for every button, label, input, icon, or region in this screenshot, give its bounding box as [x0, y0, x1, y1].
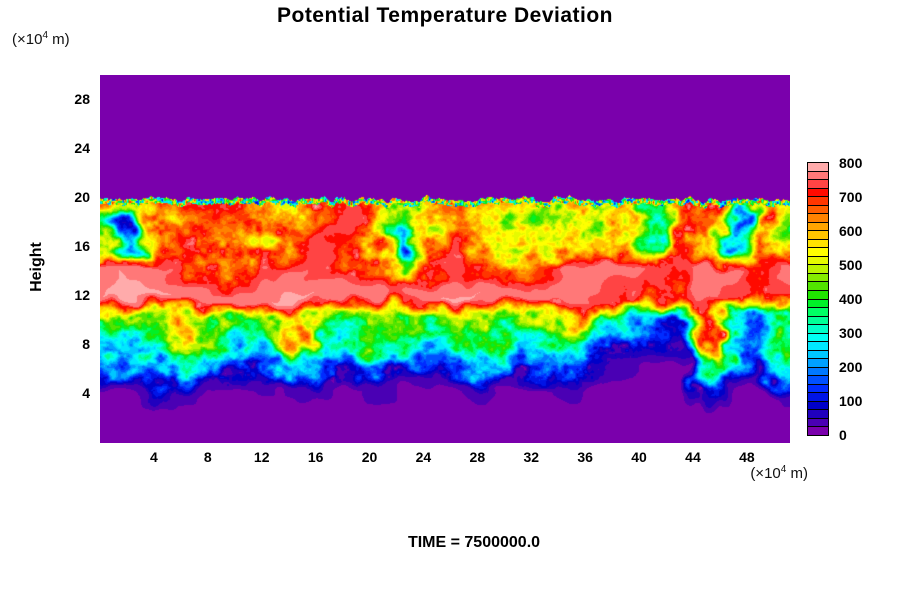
colorbar-segment: [808, 342, 828, 351]
x-tick-label: 20: [361, 449, 378, 465]
x-tick-label: 48: [739, 449, 755, 465]
colorbar-segment: [808, 290, 828, 300]
colorbar-segment: [808, 273, 828, 283]
colorbar-segment: [808, 197, 828, 206]
y-tick-label: 24: [74, 140, 90, 157]
colorbar-segment: [808, 376, 828, 385]
colorbar-segment: [808, 265, 828, 274]
colorbar-segment: [808, 222, 828, 232]
colorbar-segment: [808, 163, 828, 172]
colorbar-segment: [808, 316, 828, 326]
heatmap-plot-area: [100, 75, 790, 443]
colorbar-tick-label: 0: [839, 427, 847, 443]
x-tick-label: 28: [469, 449, 486, 465]
colorbar-segment: [808, 410, 828, 419]
colorbar-segment: [808, 256, 828, 266]
colorbar-segment: [808, 299, 828, 309]
x-tick-label: 4: [150, 449, 158, 465]
colorbar-segment: [808, 393, 828, 402]
colorbar-segment: [808, 282, 828, 291]
y-tick-label: 16: [74, 238, 90, 255]
x-tick-label: 36: [577, 449, 593, 465]
colorbar-segment: [808, 333, 828, 343]
colorbar: [807, 162, 829, 436]
colorbar-segment: [808, 427, 828, 435]
x-tick-label: 8: [203, 449, 212, 465]
y-axis-unit-label: (×104 m): [12, 30, 70, 48]
colorbar-tick-label: 200: [839, 359, 863, 375]
time-annotation: TIME = 7500000.0: [407, 534, 541, 551]
colorbar-segment: [808, 231, 828, 240]
y-tick-label: 12: [74, 287, 90, 304]
colorbar-segment: [808, 188, 828, 198]
x-tick-label: 44: [685, 449, 701, 465]
colorbar-segment: [808, 308, 828, 317]
colorbar-tick-label: 100: [839, 393, 863, 409]
colorbar-segment: [808, 180, 828, 189]
y-axis-title: Height: [28, 242, 45, 292]
colorbar-segment: [808, 418, 828, 428]
x-tick-label: 24: [415, 449, 432, 465]
colorbar-tick-label: 400: [839, 291, 863, 307]
chart-title: Potential Temperature Deviation: [276, 4, 614, 27]
colorbar-tick-label: 600: [839, 223, 863, 239]
y-tick-label: 4: [82, 385, 90, 401]
colorbar-segment: [808, 401, 828, 411]
x-tick-label: 40: [631, 449, 647, 465]
colorbar-tick-label: 800: [839, 155, 863, 171]
colorbar-segment: [808, 214, 828, 223]
colorbar-tick-label: 500: [839, 257, 863, 273]
x-axis-unit-label: (×104 m): [750, 464, 808, 482]
y-tick-label: 20: [74, 189, 90, 206]
colorbar-segment: [808, 367, 828, 377]
y-tick-label: 8: [82, 336, 90, 353]
colorbar-segment: [808, 325, 828, 334]
colorbar-tick-label: 300: [839, 325, 863, 341]
x-tick-label: 32: [523, 449, 540, 465]
colorbar-tick-label: 700: [839, 189, 863, 205]
colorbar-segment: [808, 384, 828, 394]
colorbar-segment: [808, 359, 828, 368]
colorbar-segment: [808, 248, 828, 257]
x-tick-label: 12: [253, 449, 270, 465]
colorbar-segment: [808, 350, 828, 360]
colorbar-segment: [808, 205, 828, 215]
colorbar-segment: [808, 171, 828, 181]
x-tick-label: 16: [307, 449, 324, 465]
y-tick-label: 28: [74, 91, 90, 108]
colorbar-segment: [808, 239, 828, 249]
